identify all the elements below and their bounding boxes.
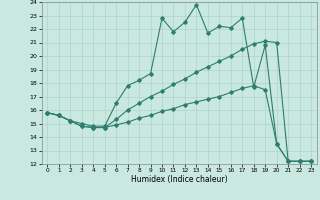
X-axis label: Humidex (Indice chaleur): Humidex (Indice chaleur) — [131, 175, 228, 184]
